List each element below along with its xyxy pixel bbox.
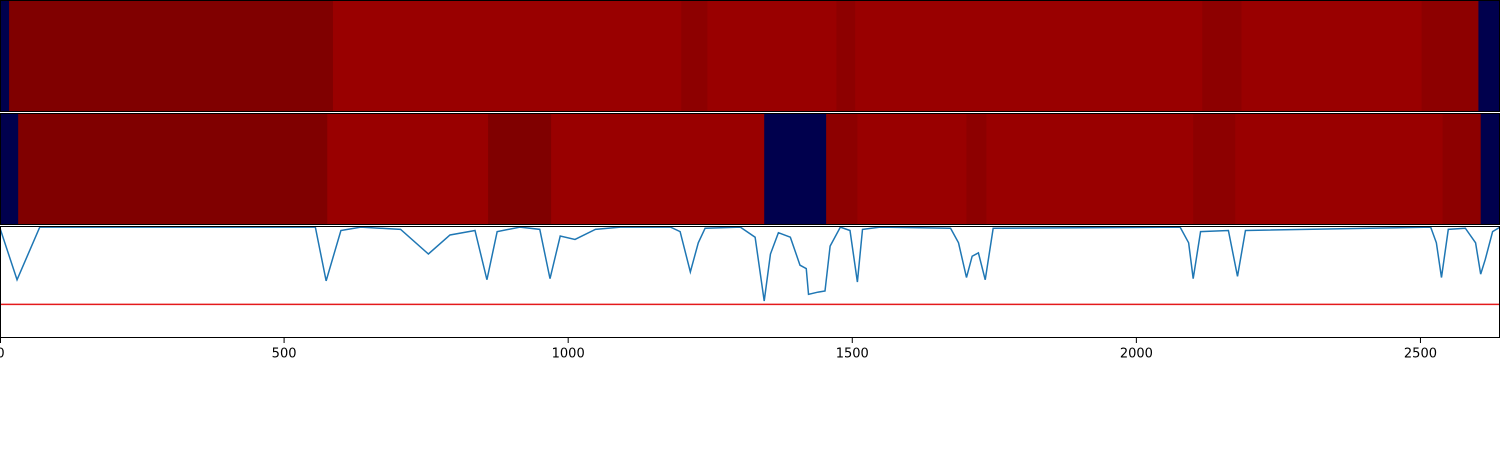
line-series: [0, 226, 1500, 302]
heat-cell: [0, 113, 19, 225]
heat-cell: [1202, 0, 1242, 112]
heat-cell: [707, 0, 837, 112]
heat-cell: [836, 0, 856, 112]
heat-cell: [764, 113, 827, 225]
heat-cell: [1193, 113, 1236, 225]
heat-cell: [857, 113, 967, 225]
heat-cell: [332, 0, 682, 112]
x-tick-label: 500: [272, 347, 297, 362]
heat-cell: [1235, 113, 1444, 225]
x-tick-label: 1500: [836, 347, 869, 362]
x-tick-label: 1000: [552, 347, 585, 362]
x-tick-label: 2000: [1120, 347, 1153, 362]
panel-frame: [0, 226, 1500, 338]
x-tick-label: 0: [0, 347, 5, 362]
heat-cell: [551, 113, 765, 225]
heat-cell: [1421, 0, 1479, 112]
heat-cell: [0, 0, 10, 112]
x-tick-label: 2500: [1404, 347, 1437, 362]
heat-cell: [1480, 113, 1500, 225]
heat-cell: [488, 113, 552, 225]
heat-cell: [1241, 0, 1423, 112]
heat-cell: [966, 113, 987, 225]
heat-cell: [986, 113, 1194, 225]
heat-cell: [855, 0, 1203, 112]
heat-cell: [1442, 113, 1482, 225]
heat-cell: [681, 0, 708, 112]
heat-cell: [9, 0, 334, 112]
heat-cell: [327, 113, 489, 225]
heat-cell: [1478, 0, 1500, 112]
heat-cell: [18, 113, 328, 225]
heat-cell: [826, 113, 858, 225]
